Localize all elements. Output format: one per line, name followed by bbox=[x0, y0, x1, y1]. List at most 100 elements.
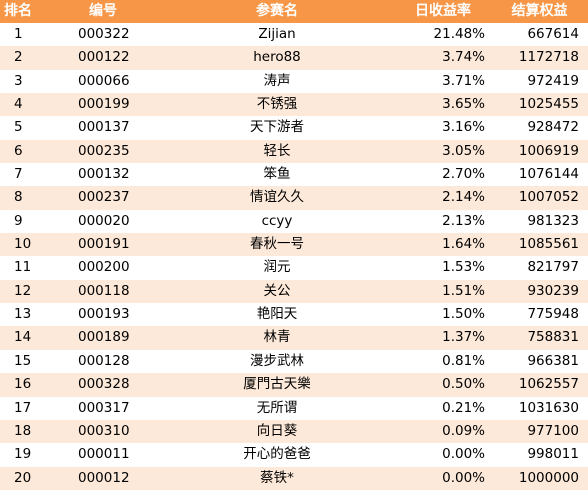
cell-id: 000122 bbox=[78, 49, 130, 66]
header-equity[interactable]: 结算权益 bbox=[511, 3, 568, 19]
cell-equity: 981323 bbox=[527, 212, 579, 229]
cell-rank: 20 bbox=[14, 469, 32, 486]
cell-daily-rate: 1.53% bbox=[442, 259, 485, 276]
cell-rank: 13 bbox=[14, 306, 32, 323]
cell-daily-rate: 0.21% bbox=[442, 399, 485, 416]
cell-rank: 16 bbox=[14, 376, 32, 393]
cell-equity: 1085561 bbox=[518, 236, 579, 253]
cell-equity: 998011 bbox=[527, 446, 579, 463]
header-id[interactable]: 编号 bbox=[89, 3, 117, 19]
cell-id: 000317 bbox=[78, 399, 130, 416]
table-row: 3 000066 涛声 3.71% 972419 bbox=[0, 69, 588, 94]
cell-id: 000020 bbox=[78, 212, 130, 229]
cell-name: 向日葵 bbox=[256, 422, 298, 439]
cell-daily-rate: 2.14% bbox=[442, 189, 485, 206]
cell-id: 000200 bbox=[78, 259, 130, 276]
cell-rank: 6 bbox=[14, 142, 23, 159]
cell-id: 000012 bbox=[78, 469, 130, 486]
cell-name: 润元 bbox=[263, 259, 291, 276]
cell-equity: 1025455 bbox=[518, 96, 579, 113]
cell-rank: 11 bbox=[14, 259, 32, 276]
header-daily-rate[interactable]: 日收益率 bbox=[415, 3, 471, 19]
table-row: 12 000118 关公 1.51% 930239 bbox=[0, 279, 588, 304]
cell-name: 笨鱼 bbox=[263, 166, 291, 183]
cell-name: 蔡铁* bbox=[260, 469, 294, 486]
table-row: 18 000310 向日葵 0.09% 977100 bbox=[0, 419, 588, 444]
cell-id: 000328 bbox=[78, 376, 130, 393]
cell-name: 不锈强 bbox=[256, 96, 298, 113]
cell-id: 000237 bbox=[78, 189, 130, 206]
table-row: 7 000132 笨鱼 2.70% 1076144 bbox=[0, 163, 588, 187]
cell-id: 000011 bbox=[78, 446, 130, 463]
table-row: 5 000137 天下游者 3.16% 928472 bbox=[0, 116, 588, 140]
cell-rank: 14 bbox=[14, 329, 32, 346]
table-row: 4 000199 不锈强 3.65% 1025455 bbox=[0, 93, 588, 117]
cell-daily-rate: 1.50% bbox=[442, 306, 485, 323]
cell-equity: 977100 bbox=[527, 422, 579, 439]
cell-daily-rate: 0.09% bbox=[442, 422, 485, 439]
cell-daily-rate: 0.50% bbox=[442, 376, 485, 393]
cell-rank: 17 bbox=[14, 399, 32, 416]
cell-name: 无所谓 bbox=[256, 399, 298, 416]
cell-daily-rate: 0.00% bbox=[442, 469, 485, 486]
cell-daily-rate: 2.70% bbox=[442, 166, 485, 183]
cell-id: 000199 bbox=[78, 96, 130, 113]
cell-rank: 2 bbox=[14, 49, 23, 66]
cell-equity: 821797 bbox=[527, 259, 579, 276]
header-name[interactable]: 参赛名 bbox=[256, 3, 298, 19]
cell-equity: 1062557 bbox=[518, 376, 579, 393]
cell-daily-rate: 2.13% bbox=[442, 212, 485, 229]
cell-equity: 1172718 bbox=[518, 49, 579, 66]
cell-name: 厦門古天樂 bbox=[243, 376, 311, 393]
table-row: 16 000328 厦門古天樂 0.50% 1062557 bbox=[0, 373, 588, 397]
cell-daily-rate: 21.48% bbox=[433, 26, 485, 42]
cell-equity: 928472 bbox=[527, 119, 579, 136]
cell-equity: 1000000 bbox=[518, 469, 579, 486]
cell-rank: 1 bbox=[14, 26, 23, 42]
cell-rank: 3 bbox=[14, 72, 23, 89]
cell-daily-rate: 3.71% bbox=[442, 72, 485, 89]
cell-rank: 10 bbox=[14, 236, 32, 253]
cell-name: hero88 bbox=[253, 49, 301, 66]
table-row: 8 000237 情谊久久 2.14% 1007052 bbox=[0, 186, 588, 210]
cell-id: 000193 bbox=[78, 306, 130, 323]
cell-equity: 775948 bbox=[527, 306, 579, 323]
cell-name: 艳阳天 bbox=[256, 306, 298, 323]
cell-equity: 966381 bbox=[527, 352, 579, 369]
cell-id: 000191 bbox=[78, 236, 130, 253]
cell-daily-rate: 3.05% bbox=[442, 142, 485, 159]
cell-name: ccyy bbox=[261, 212, 293, 229]
table-row: 6 000235 轻长 3.05% 1006919 bbox=[0, 139, 588, 164]
cell-equity: 1007052 bbox=[518, 189, 579, 206]
table-row: 15 000128 漫步武林 0.81% 966381 bbox=[0, 349, 588, 374]
table-row: 9 000020 ccyy 2.13% 981323 bbox=[0, 209, 588, 234]
table-body: 1 000322 Zijian 21.48% 667614 2 000122 hero88 3.… bbox=[0, 23, 588, 490]
cell-rank: 8 bbox=[14, 189, 23, 206]
cell-rank: 4 bbox=[14, 96, 23, 113]
cell-rank: 9 bbox=[14, 212, 23, 229]
cell-daily-rate: 0.81% bbox=[442, 352, 485, 369]
cell-daily-rate: 1.37% bbox=[442, 329, 485, 346]
header-row: 排名 编号 参赛名 日收益率 结算权益 bbox=[0, 0, 588, 23]
cell-daily-rate: 3.65% bbox=[442, 96, 485, 113]
table-row: 11 000200 润元 1.53% 821797 bbox=[0, 256, 588, 280]
cell-id: 000310 bbox=[78, 422, 130, 439]
cell-daily-rate: 1.64% bbox=[442, 236, 485, 253]
cell-name: 关公 bbox=[263, 282, 291, 299]
cell-name: 涛声 bbox=[263, 72, 291, 89]
table-row: 10 000191 春秋一号 1.64% 1085561 bbox=[0, 233, 588, 257]
cell-rank: 15 bbox=[14, 352, 32, 369]
cell-name: 春秋一号 bbox=[250, 236, 304, 253]
cell-id: 000322 bbox=[78, 26, 130, 42]
cell-equity: 1031630 bbox=[518, 399, 579, 416]
table-row: 19 000011 开心的爸爸 0.00% 998011 bbox=[0, 443, 588, 467]
cell-rank: 12 bbox=[14, 282, 32, 299]
cell-equity: 1006919 bbox=[518, 142, 579, 159]
header-rank[interactable]: 排名 bbox=[4, 3, 32, 19]
cell-name: 天下游者 bbox=[250, 119, 304, 136]
cell-id: 000137 bbox=[78, 119, 130, 136]
table-row: 2 000122 hero88 3.74% 1172718 bbox=[0, 46, 588, 70]
table-row: 20 000012 蔡铁* 0.00% 1000000 bbox=[0, 466, 588, 490]
cell-name: 情谊久久 bbox=[250, 189, 304, 206]
